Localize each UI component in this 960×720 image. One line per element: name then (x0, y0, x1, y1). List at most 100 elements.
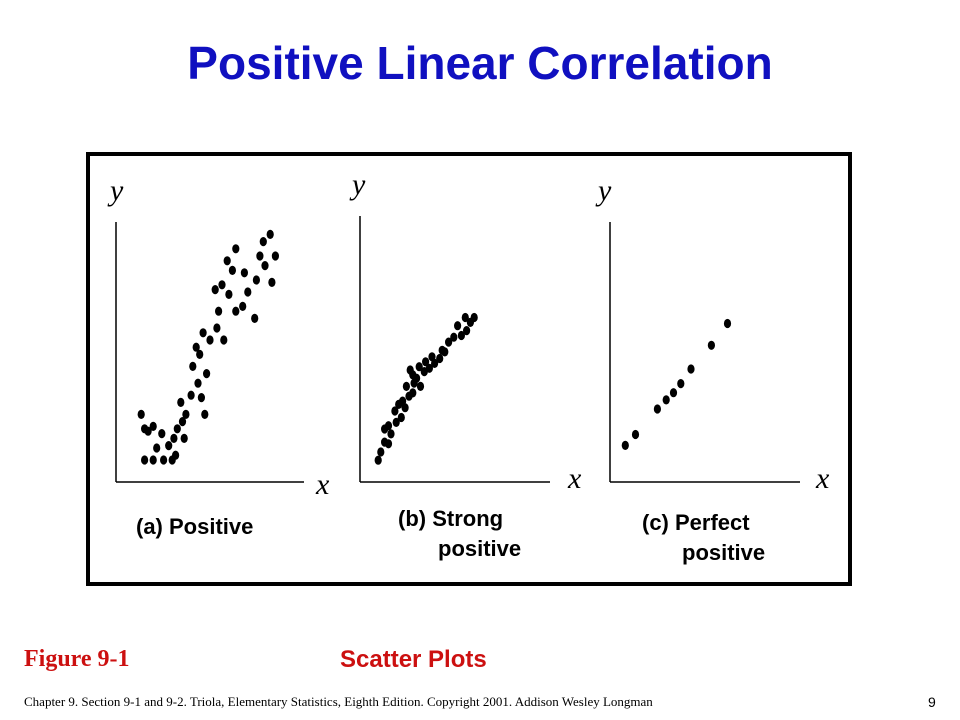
panel-a-point-43 (271, 251, 279, 261)
panel-a-point-23 (203, 369, 211, 379)
panel-a-point-20 (197, 393, 205, 403)
panel-c-point-5 (669, 388, 678, 398)
panel-c-points (621, 318, 732, 450)
footer-citation: Chapter 9. Section 9-1 and 9-2. Triola, … (24, 694, 653, 709)
slide-title: Positive Linear Correlation (187, 37, 773, 89)
panel-a-point-30 (211, 285, 219, 295)
panel-a-point-12 (165, 441, 173, 451)
panel-a-point-40 (259, 237, 267, 247)
panel-a-point-27 (206, 335, 214, 345)
panel-a-point-48 (239, 301, 247, 311)
panel-a-point-5 (158, 429, 166, 439)
panel-a-point-1 (137, 409, 145, 419)
panel-b-point-25 (450, 332, 458, 342)
panel-a-point-11 (172, 450, 180, 460)
panel-b-point-29 (461, 312, 469, 323)
panel-b-point-8 (392, 417, 400, 427)
panel-a-point-25 (192, 342, 200, 352)
panel-b-point-22 (436, 353, 444, 364)
panel-a-point-34 (223, 256, 231, 266)
panel-b-point-10 (391, 406, 399, 416)
scatter-plots: y x (a) Positive y x (b) Strong positive… (107, 168, 830, 565)
panel-a-point-36 (240, 268, 248, 278)
panel-a-point-37 (244, 287, 252, 297)
panel-a-point-15 (178, 417, 187, 427)
panel-a-point-31 (218, 280, 226, 290)
panel-a-point-16 (173, 424, 181, 434)
panel-c-point-7 (687, 364, 695, 374)
panel-b: y x (b) Strong positive (349, 168, 582, 561)
figure-label: Figure 9-1 (24, 646, 130, 672)
panel-b-point-2 (377, 447, 385, 457)
panel-a-point-22 (194, 378, 202, 388)
panel-a-point-42 (268, 277, 276, 287)
panel-a-point-3 (144, 426, 152, 436)
panel-b-point-38 (406, 365, 414, 375)
panel-b-point-15 (402, 381, 410, 391)
panel-a-point-35 (232, 244, 240, 254)
panel-a-point-24 (189, 361, 197, 371)
panel-b-caption-line2: positive (438, 536, 521, 561)
panel-c-y-label: y (595, 174, 612, 207)
panel-a-point-26 (199, 328, 207, 338)
panel-a-point-14 (180, 433, 188, 443)
panel-b-point-24 (445, 337, 453, 347)
panel-a-point-46 (232, 306, 240, 316)
panel-a-points (137, 229, 279, 465)
panel-a-point-28 (213, 323, 221, 333)
panel-c-x-label: x (815, 462, 830, 495)
panel-a-point-44 (266, 229, 274, 239)
panel-c-point-4 (662, 395, 670, 405)
panel-b-point-35 (428, 352, 436, 362)
panel-b-points (374, 312, 478, 465)
panel-b-point-14 (409, 388, 417, 398)
panel-a-point-29 (215, 306, 223, 316)
panel-c-point-1 (621, 440, 629, 450)
panel-b-y-label: y (349, 168, 366, 201)
panel-a-point-13 (170, 433, 178, 443)
panel-a: y x (a) Positive (107, 174, 330, 539)
panel-a-point-21 (201, 409, 209, 419)
panel-b-point-7 (384, 421, 393, 431)
panel-b-point-31 (454, 321, 462, 331)
panel-b-point-27 (463, 326, 471, 336)
panel-a-point-18 (177, 397, 185, 407)
panel-a-caption-line1: (a) Positive (136, 514, 253, 539)
panel-b-point-26 (457, 330, 465, 341)
panel-c-caption-line1: (c) Perfect (642, 510, 750, 535)
panel-b-point-36 (438, 345, 446, 355)
panel-a-point-7 (141, 455, 149, 465)
panel-c-point-3 (653, 404, 662, 414)
panel-a-point-19 (187, 390, 195, 400)
panel-a-y-label: y (107, 174, 124, 207)
panel-b-point-1 (374, 455, 382, 465)
panel-c: y x (c) Perfect positive (595, 174, 830, 565)
panel-a-point-33 (228, 265, 236, 275)
panel-c-point-9 (723, 318, 732, 329)
panel-a-point-47 (220, 335, 228, 345)
panel-a-point-4 (149, 421, 157, 431)
panel-b-point-4 (384, 439, 393, 449)
panel-a-point-39 (256, 251, 264, 261)
panel-a-point-45 (251, 313, 259, 323)
figure-frame: y x (a) Positive y x (b) Strong positive… (86, 152, 852, 586)
panel-b-point-37 (395, 399, 403, 409)
panel-a-x-label: x (315, 468, 330, 501)
panel-a-point-38 (252, 275, 260, 285)
page-number: 9 (928, 694, 936, 710)
panel-b-point-17 (416, 381, 425, 391)
panel-b-x-label: x (567, 462, 582, 495)
panel-a-point-49 (196, 349, 204, 359)
panel-c-point-6 (677, 379, 685, 389)
panel-b-point-34 (415, 362, 423, 372)
panel-b-point-5 (387, 429, 395, 439)
figure-subtitle: Scatter Plots (340, 646, 487, 673)
panel-a-point-32 (225, 289, 233, 299)
panel-b-point-20 (425, 363, 433, 373)
panel-b-point-9 (397, 412, 405, 423)
panel-a-point-17 (182, 409, 190, 419)
panel-a-point-6 (153, 443, 161, 453)
panel-c-caption-line2: positive (682, 540, 765, 565)
panel-b-caption-line1: (b) Strong (398, 506, 503, 531)
panel-a-point-8 (149, 455, 157, 465)
